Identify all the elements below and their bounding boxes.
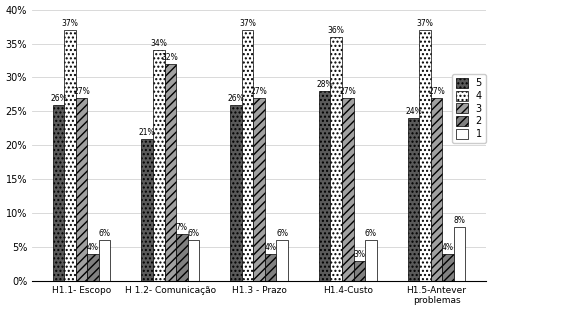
- Bar: [253, 98, 265, 281]
- Text: 3%: 3%: [353, 250, 366, 259]
- Bar: [242, 30, 253, 281]
- Text: 37%: 37%: [239, 19, 256, 28]
- Text: 4%: 4%: [442, 243, 454, 252]
- Bar: [265, 254, 276, 281]
- Text: 37%: 37%: [62, 19, 79, 28]
- Bar: [176, 234, 188, 281]
- Legend: 5, 4, 3, 2, 1: 5, 4, 3, 2, 1: [452, 74, 486, 143]
- Bar: [442, 254, 454, 281]
- Bar: [230, 104, 242, 281]
- Bar: [408, 118, 419, 281]
- Text: 36%: 36%: [328, 26, 345, 35]
- Bar: [419, 30, 431, 281]
- Text: 24%: 24%: [405, 107, 422, 116]
- Text: 6%: 6%: [365, 230, 377, 239]
- Bar: [164, 64, 176, 281]
- Bar: [354, 261, 365, 281]
- Bar: [87, 254, 99, 281]
- Bar: [99, 240, 110, 281]
- Bar: [153, 50, 164, 281]
- Text: 8%: 8%: [454, 216, 466, 225]
- Bar: [365, 240, 377, 281]
- Bar: [53, 104, 64, 281]
- Bar: [454, 227, 466, 281]
- Text: 27%: 27%: [73, 87, 90, 96]
- Bar: [141, 139, 153, 281]
- Text: 32%: 32%: [162, 53, 179, 62]
- Bar: [431, 98, 442, 281]
- Text: 6%: 6%: [188, 230, 199, 239]
- Text: 4%: 4%: [87, 243, 99, 252]
- Text: 34%: 34%: [150, 39, 167, 48]
- Text: 28%: 28%: [316, 80, 333, 89]
- Text: 21%: 21%: [139, 128, 155, 137]
- Bar: [331, 37, 342, 281]
- Text: 27%: 27%: [340, 87, 356, 96]
- Bar: [76, 98, 87, 281]
- Text: 37%: 37%: [416, 19, 433, 28]
- Text: 27%: 27%: [251, 87, 267, 96]
- Text: 4%: 4%: [264, 243, 276, 252]
- Text: 26%: 26%: [228, 94, 244, 103]
- Bar: [276, 240, 288, 281]
- Bar: [342, 98, 354, 281]
- Bar: [64, 30, 76, 281]
- Text: 7%: 7%: [176, 223, 188, 232]
- Bar: [319, 91, 331, 281]
- Bar: [188, 240, 199, 281]
- Text: 6%: 6%: [99, 230, 111, 239]
- Text: 6%: 6%: [276, 230, 288, 239]
- Text: 26%: 26%: [50, 94, 67, 103]
- Text: 27%: 27%: [428, 87, 445, 96]
